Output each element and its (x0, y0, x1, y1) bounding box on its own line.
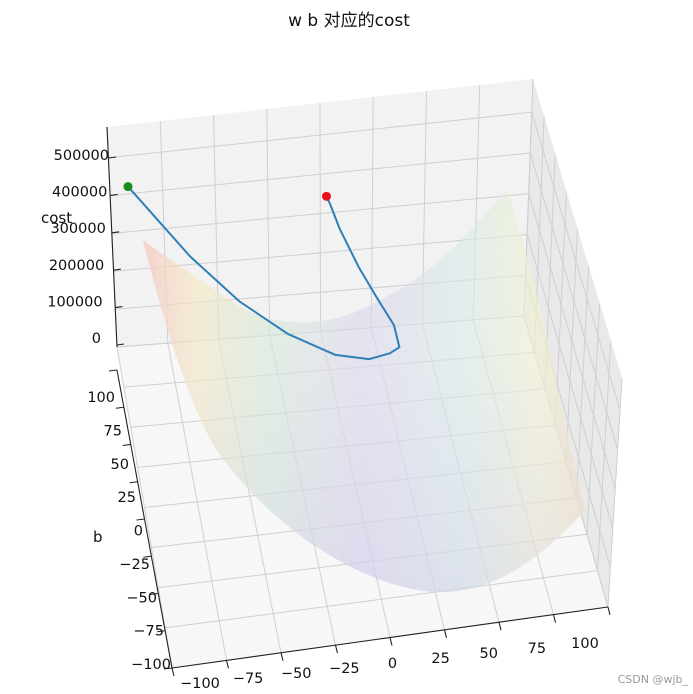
start-point-marker (123, 182, 133, 192)
x-tick-mark (225, 660, 230, 669)
y-tick-mark (122, 443, 131, 447)
end-point-marker (321, 191, 331, 201)
z-tick-label: 200000 (49, 258, 104, 274)
y-tick-mark (115, 406, 124, 409)
z-tick-labels: 0 100000 200000 300000 400000 500000 (47, 148, 125, 347)
y-tick-label: −100 (131, 657, 171, 673)
x-tick-mark (389, 637, 393, 646)
side-grid-line (607, 377, 623, 608)
y-axis-label: b (93, 528, 103, 546)
z-tick-mark (112, 231, 120, 234)
y-tick-label: 50 (111, 457, 129, 473)
y-tick-mark (136, 518, 145, 521)
y-tick-label: −25 (119, 557, 150, 573)
z-tick-mark (116, 343, 125, 346)
surface-shade (143, 190, 585, 593)
y-tick-mark (157, 630, 166, 633)
back-grid-line (319, 102, 321, 332)
watermark: CSDN @wjb_ (618, 673, 689, 686)
y-tick-label: −75 (133, 624, 164, 640)
descent-path (127, 185, 401, 361)
x-tick-mark (443, 629, 448, 639)
y-tick-mark (163, 667, 173, 670)
y-tick-label: 100 (87, 390, 115, 406)
z-grid-line (108, 111, 621, 411)
x-tick-label: 0 (388, 656, 397, 672)
x-tick-label: 100 (571, 636, 599, 652)
floor-grid-line (165, 570, 598, 629)
x-tick-label: 75 (528, 641, 546, 657)
x-tick-label: −75 (233, 671, 264, 687)
z-tick-mark (110, 193, 118, 196)
y-tick-label: −50 (126, 590, 157, 606)
z-tick-label: 300000 (50, 221, 105, 237)
x-tick-label: −50 (281, 666, 312, 682)
z-tick-label: 100000 (47, 294, 102, 310)
z-grid-line (110, 152, 619, 450)
series-layer (123, 182, 401, 361)
x-tick-label: 50 (480, 646, 498, 662)
z-tick-label: 0 (92, 331, 101, 347)
y-tick-labels: −100 −75 −50 −25 0 25 50 75 100 (87, 369, 173, 673)
z-axis-label: cost (41, 209, 72, 227)
x-tick-mark (171, 667, 175, 677)
y-tick-mark (143, 555, 152, 558)
z-tick-mark (115, 306, 123, 309)
z-tick-mark (113, 268, 121, 271)
x-tick-mark (552, 614, 557, 623)
x-tick-mark (607, 606, 611, 616)
x-tick-labels: −100 −75 −50 −25 0 25 50 75 100 (171, 606, 611, 692)
z-axis-line (106, 126, 118, 348)
x-tick-label: 25 (431, 651, 449, 667)
y-tick-mark (150, 592, 159, 596)
x-tick-mark (334, 644, 339, 654)
y-tick-mark (108, 369, 118, 372)
z-tick-label: 500000 (54, 148, 109, 164)
z-tick-label: 400000 (52, 185, 107, 201)
z-grid-line (113, 233, 614, 529)
y-tick-label: 75 (104, 423, 122, 439)
x-tick-mark (280, 652, 284, 661)
back-grid-line (266, 108, 271, 336)
y-tick-label: 0 (134, 524, 143, 540)
x-tick-label: −100 (180, 676, 220, 692)
x-tick-label: −25 (329, 661, 360, 677)
chart-title: w b 对应的cost (288, 11, 410, 31)
x-tick-mark (498, 622, 502, 631)
z-grid-line (111, 193, 616, 489)
z-tick-mark (108, 156, 117, 159)
y-tick-mark (129, 481, 138, 484)
y-tick-label: 25 (118, 490, 136, 506)
cost-surface (143, 190, 585, 593)
